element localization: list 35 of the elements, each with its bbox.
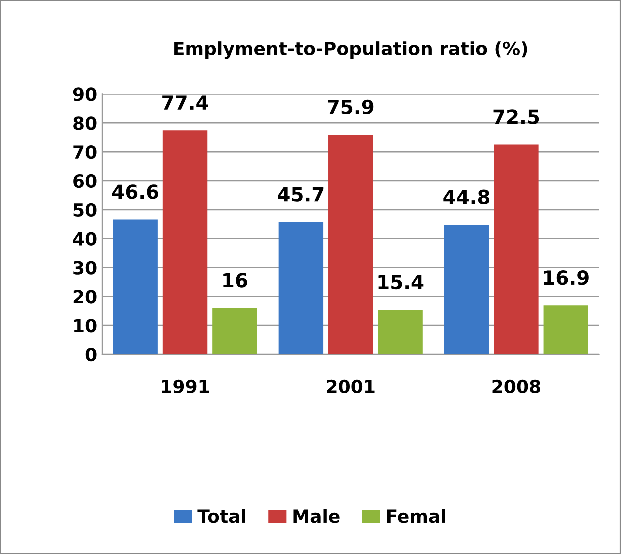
y-tick-label: 10 — [74, 319, 97, 333]
bar — [444, 224, 490, 355]
y-tick-label: 0 — [86, 348, 97, 362]
y-tick-label: 80 — [74, 116, 97, 130]
data-label: 44.8 — [444, 190, 490, 205]
data-label: 16.9 — [544, 270, 589, 286]
x-tick-label: 2008 — [492, 380, 540, 394]
data-label: 75.9 — [328, 100, 374, 115]
data-label: 77.4 — [162, 96, 208, 110]
y-tick-label: 70 — [74, 146, 97, 160]
y-tick-label: 30 — [74, 261, 97, 275]
legend-label: Femal — [387, 509, 446, 524]
data-label: 45.7 — [278, 187, 324, 202]
y-tick-label: 20 — [74, 290, 97, 304]
bar — [544, 306, 588, 355]
chart-title: Emplyment-to-Population ratio (%) — [174, 42, 528, 60]
bar — [328, 134, 374, 355]
y-tick-label: 60 — [74, 174, 97, 188]
data-label: 72.5 — [494, 110, 540, 124]
data-label: 46.6 — [112, 184, 159, 200]
y-tick-label: 90 — [73, 88, 97, 102]
data-label: 16 — [224, 273, 248, 288]
bar — [113, 220, 158, 355]
bar — [162, 130, 208, 355]
bar — [278, 222, 324, 355]
x-tick-label: 2001 — [327, 380, 375, 394]
legend-label: Male — [294, 509, 340, 524]
x-tick-label: 1991 — [162, 380, 210, 394]
y-tick-label: 50 — [74, 203, 97, 218]
data-label: 15.4 — [378, 275, 424, 290]
bar — [212, 308, 258, 355]
y-tick-label: 40 — [73, 232, 97, 246]
legend-label: Total — [198, 509, 246, 524]
bar — [494, 144, 539, 355]
bar — [378, 310, 423, 355]
